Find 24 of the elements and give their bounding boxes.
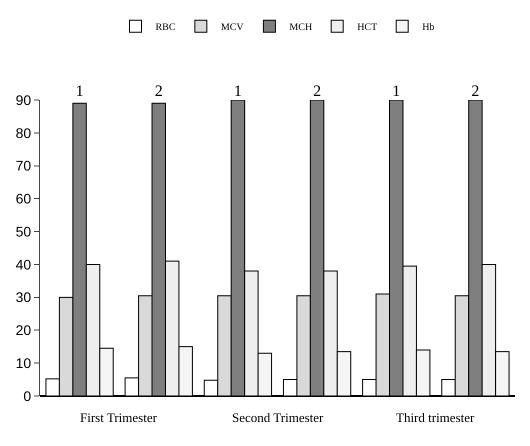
legend-label: MCH — [289, 22, 312, 34]
x-tick-label: 1 — [392, 82, 400, 100]
y-tick-label: 80 — [16, 124, 32, 141]
legend-label: HCT — [357, 22, 378, 34]
legend-label: MCV — [220, 22, 244, 34]
y-tick-label: 40 — [16, 256, 32, 272]
legend-label: RBC — [156, 22, 176, 34]
y-tick-label: 60 — [16, 190, 32, 207]
text: Second Trimester — [232, 410, 324, 425]
x-tick-label: 1 — [76, 82, 84, 100]
y-tick-label: 10 — [16, 355, 32, 372]
y-tick-label: 30 — [16, 289, 32, 306]
legend-label: Hb — [422, 22, 434, 34]
y-tick-label: 70 — [16, 158, 32, 174]
y-tick-label: 0 — [23, 388, 32, 404]
text: Third trimester — [396, 410, 476, 425]
x-tick-label: 1 — [234, 82, 242, 100]
x-tick-label: 2 — [313, 82, 322, 100]
text: First Trimester — [80, 410, 158, 425]
x-tick-label: 2 — [471, 82, 480, 100]
x-tick-label: 2 — [154, 82, 163, 100]
y-tick-label: 20 — [16, 322, 32, 338]
y-tick-label: 90 — [16, 92, 32, 108]
y-tick-label: 50 — [16, 223, 32, 240]
